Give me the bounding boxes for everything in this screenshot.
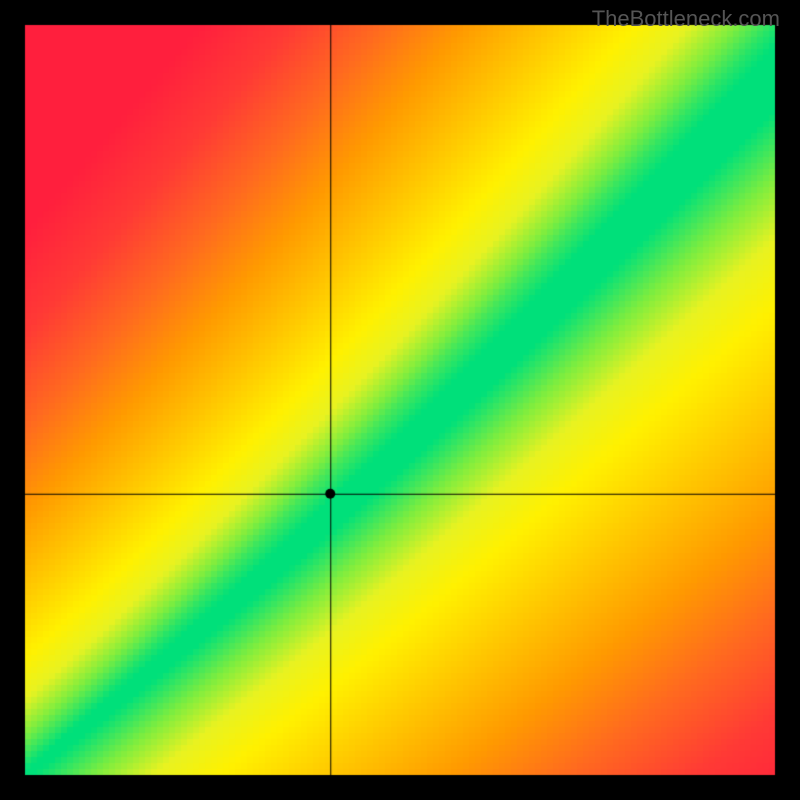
bottleneck-heatmap-canvas bbox=[0, 0, 800, 800]
chart-container: TheBottleneck.com bbox=[0, 0, 800, 800]
watermark-text: TheBottleneck.com bbox=[592, 6, 780, 32]
